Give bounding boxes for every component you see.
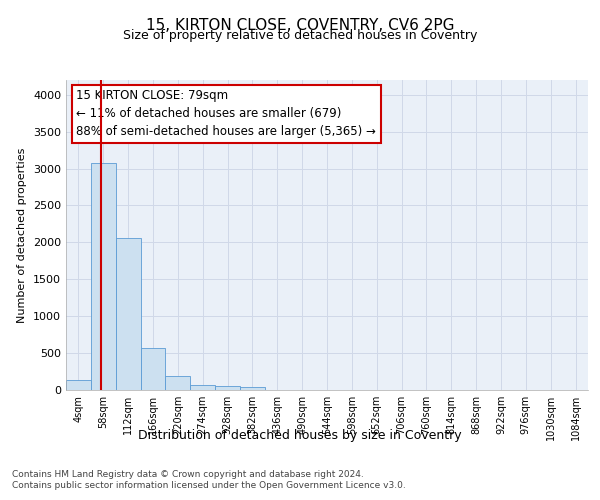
- Text: Distribution of detached houses by size in Coventry: Distribution of detached houses by size …: [138, 428, 462, 442]
- Text: 15, KIRTON CLOSE, COVENTRY, CV6 2PG: 15, KIRTON CLOSE, COVENTRY, CV6 2PG: [146, 18, 454, 32]
- Bar: [116, 238, 140, 390]
- Bar: [91, 162, 116, 390]
- Text: Contains HM Land Registry data © Crown copyright and database right 2024.: Contains HM Land Registry data © Crown c…: [12, 470, 364, 479]
- Bar: [190, 385, 215, 390]
- Bar: [140, 348, 166, 390]
- Y-axis label: Number of detached properties: Number of detached properties: [17, 148, 28, 322]
- Text: 15 KIRTON CLOSE: 79sqm
← 11% of detached houses are smaller (679)
88% of semi-de: 15 KIRTON CLOSE: 79sqm ← 11% of detached…: [76, 90, 376, 138]
- Bar: [240, 387, 265, 390]
- Bar: [66, 380, 91, 390]
- Text: Contains public sector information licensed under the Open Government Licence v3: Contains public sector information licen…: [12, 481, 406, 490]
- Bar: [166, 376, 190, 390]
- Bar: [215, 386, 240, 390]
- Text: Size of property relative to detached houses in Coventry: Size of property relative to detached ho…: [123, 29, 477, 42]
